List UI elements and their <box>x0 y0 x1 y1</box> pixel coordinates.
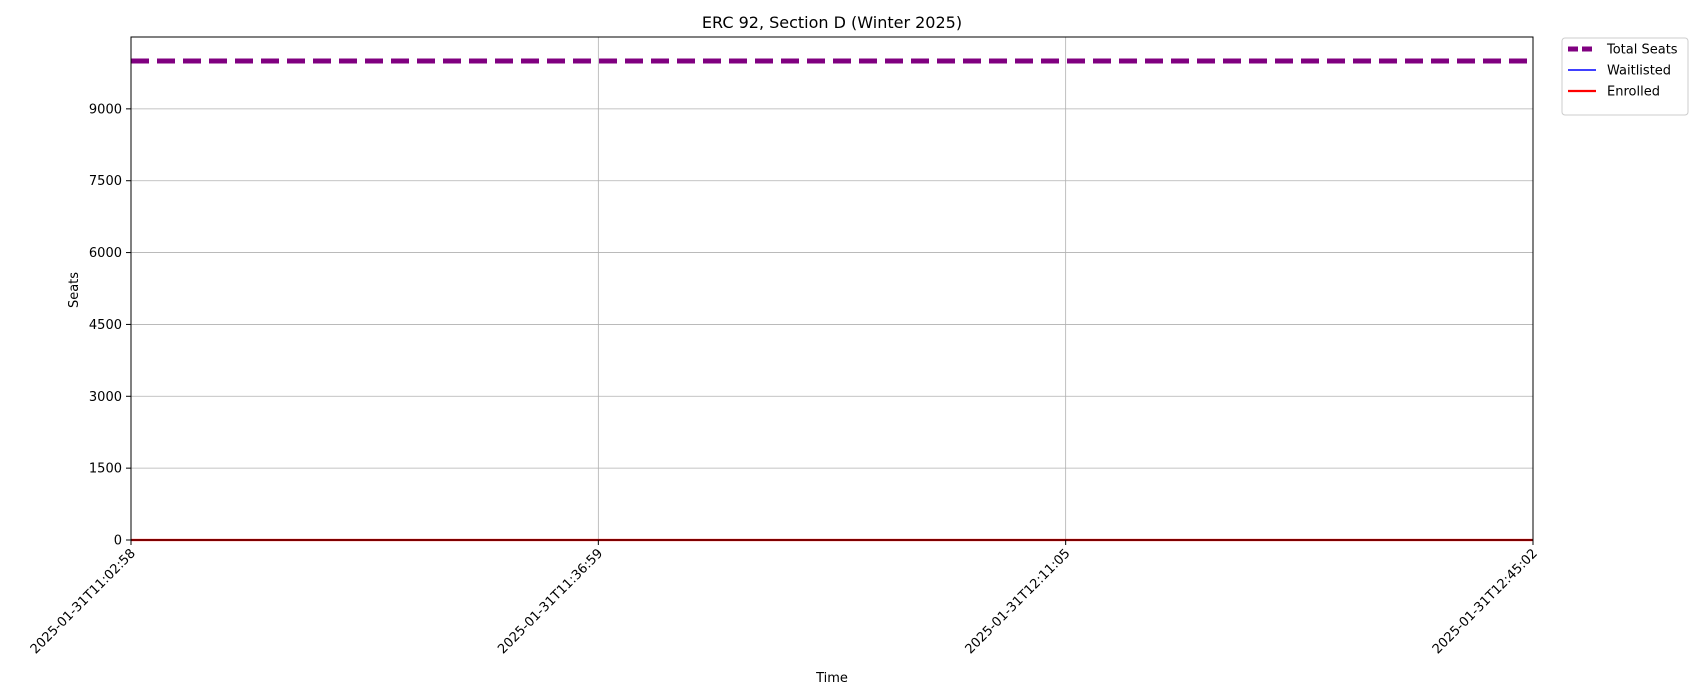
y-tick-label: 6000 <box>89 246 122 261</box>
y-tick-label: 9000 <box>89 102 122 117</box>
y-axis-ticks: 0 1500 3000 4500 6000 7500 9000 <box>89 102 131 549</box>
y-tick-label: 3000 <box>89 390 122 405</box>
legend-label: Enrolled <box>1607 85 1660 100</box>
legend-label: Total Seats <box>1606 43 1678 58</box>
chart-title: ERC 92, Section D (Winter 2025) <box>702 13 962 32</box>
y-tick-label: 0 <box>114 534 122 549</box>
legend: Total Seats Waitlisted Enrolled <box>1561 37 1689 116</box>
y-tick-label: 1500 <box>89 462 122 477</box>
y-tick-label: 4500 <box>89 318 122 333</box>
y-axis-label: Seats <box>67 272 82 308</box>
legend-label: Waitlisted <box>1607 64 1671 79</box>
plot-frame <box>130 36 1534 541</box>
legend-frame <box>1561 37 1689 116</box>
x-axis-label: Time <box>815 671 848 686</box>
y-tick-label: 7500 <box>89 174 122 189</box>
